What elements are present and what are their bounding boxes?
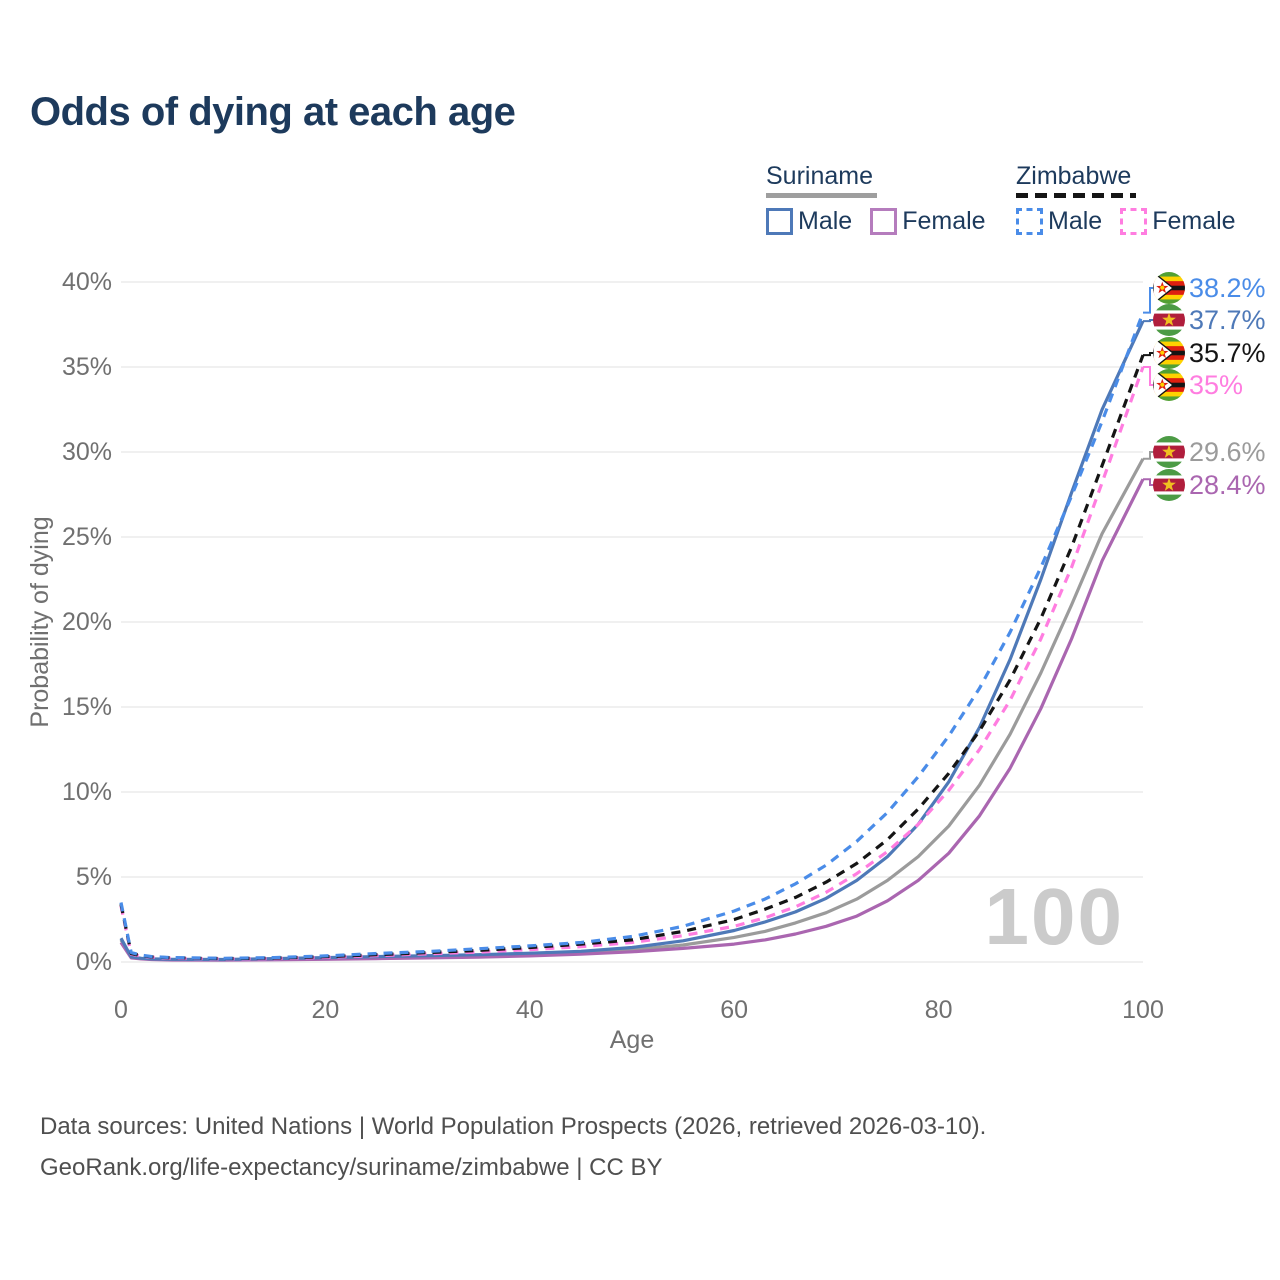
legend-swatch-icon <box>1120 208 1148 235</box>
legend-item-label: Male <box>798 207 853 235</box>
chart-footer: Data sources: United Nations | World Pop… <box>40 1106 986 1188</box>
legend-item-suriname-male[interactable]: Male <box>766 207 852 236</box>
flag-icon-suriname <box>1153 469 1185 501</box>
legend-item-zimbabwe-male[interactable]: Male <box>1016 207 1102 236</box>
end-label-connector <box>1143 319 1154 323</box>
legend-group-zimbabwe: Zimbabwe Male Female <box>1016 163 1254 236</box>
legend-item-suriname-female[interactable]: Female <box>870 207 986 236</box>
x-tick-label: 40 <box>516 996 544 1024</box>
y-tick-label: 25% <box>62 523 112 551</box>
y-tick-label: 10% <box>62 778 112 806</box>
legend-swatch-icon <box>766 208 793 235</box>
page-title: Odds of dying at each age <box>30 90 516 134</box>
x-tick-label: 100 <box>1122 996 1164 1024</box>
legend-country-suriname[interactable]: Suriname <box>766 162 873 190</box>
line-chart: 0% 5% 10% 15% 20% 25% 30% 35% 40% 0 20 40 60 80 100 Age… <box>26 268 1266 1054</box>
end-value-label-zim_male: 38.2% <box>1189 273 1266 303</box>
y-tick-label: 30% <box>62 438 112 466</box>
flag-icon-suriname <box>1153 304 1185 336</box>
x-axis-title: Age <box>610 1026 654 1054</box>
star-shape <box>1162 477 1176 491</box>
flag-icon-zimbabwe <box>1153 369 1185 401</box>
flag-icon-suriname <box>1153 436 1185 468</box>
chart-legend: Suriname Male Female Zimbabwe Male <box>0 163 1280 238</box>
legend-item-zimbabwe-female[interactable]: Female <box>1120 207 1236 236</box>
series-line-zim_female[interactable] <box>119 366 1145 961</box>
legend-line-sample-zimbabwe <box>1016 193 1136 198</box>
legend-swatch-icon <box>870 208 898 235</box>
end-label-connector <box>1143 478 1154 486</box>
series-line-zim_all[interactable] <box>119 354 1145 961</box>
star-shape <box>1162 444 1176 458</box>
legend-item-label: Male <box>1048 207 1103 235</box>
end-label-connector <box>1143 366 1154 386</box>
legend-item-label: Female <box>1152 207 1236 235</box>
x-tick-label: 80 <box>925 996 953 1024</box>
x-tick-label: 60 <box>720 996 748 1024</box>
flag-icon-zimbabwe <box>1153 272 1185 304</box>
y-tick-label: 40% <box>62 268 112 296</box>
y-tick-label: 5% <box>76 863 112 891</box>
end-value-label-sur_female: 28.4% <box>1189 470 1266 500</box>
y-tick-label: 0% <box>76 948 112 976</box>
end-value-label-sur_all: 29.6% <box>1189 437 1266 467</box>
y-tick-label: 15% <box>62 693 112 721</box>
x-tick-label: 0 <box>114 996 128 1024</box>
series-line-sur_male[interactable] <box>119 320 1145 962</box>
legend-group-suriname: Suriname Male Female <box>766 163 1004 236</box>
y-tick-label: 20% <box>62 608 112 636</box>
end-value-label-zim_female: 35% <box>1189 370 1243 400</box>
end-label-connector <box>1143 451 1154 460</box>
y-axis-title: Probability of dying <box>26 516 54 727</box>
legend-country-zimbabwe[interactable]: Zimbabwe <box>1016 162 1132 190</box>
end-label-connector <box>1143 352 1154 357</box>
star-shape <box>1162 312 1176 326</box>
hovered-age-watermark: 100 <box>985 872 1124 961</box>
attribution-link[interactable]: GeoRank.org/life-expectancy/suriname/zim… <box>40 1154 663 1181</box>
x-tick-label: 20 <box>311 996 339 1024</box>
legend-item-label: Female <box>902 207 986 235</box>
legend-swatch-icon <box>1016 208 1043 235</box>
series-line-zim_male[interactable] <box>119 312 1145 960</box>
flag-icon-zimbabwe <box>1153 337 1185 369</box>
end-value-label-sur_male: 37.7% <box>1189 305 1266 335</box>
y-tick-label: 35% <box>62 353 112 381</box>
data-sources-text: Data sources: United Nations | World Pop… <box>40 1113 987 1140</box>
end-value-label-zim_all: 35.7% <box>1189 338 1266 368</box>
legend-line-sample-suriname <box>766 193 877 198</box>
end-label-connector <box>1143 287 1154 314</box>
